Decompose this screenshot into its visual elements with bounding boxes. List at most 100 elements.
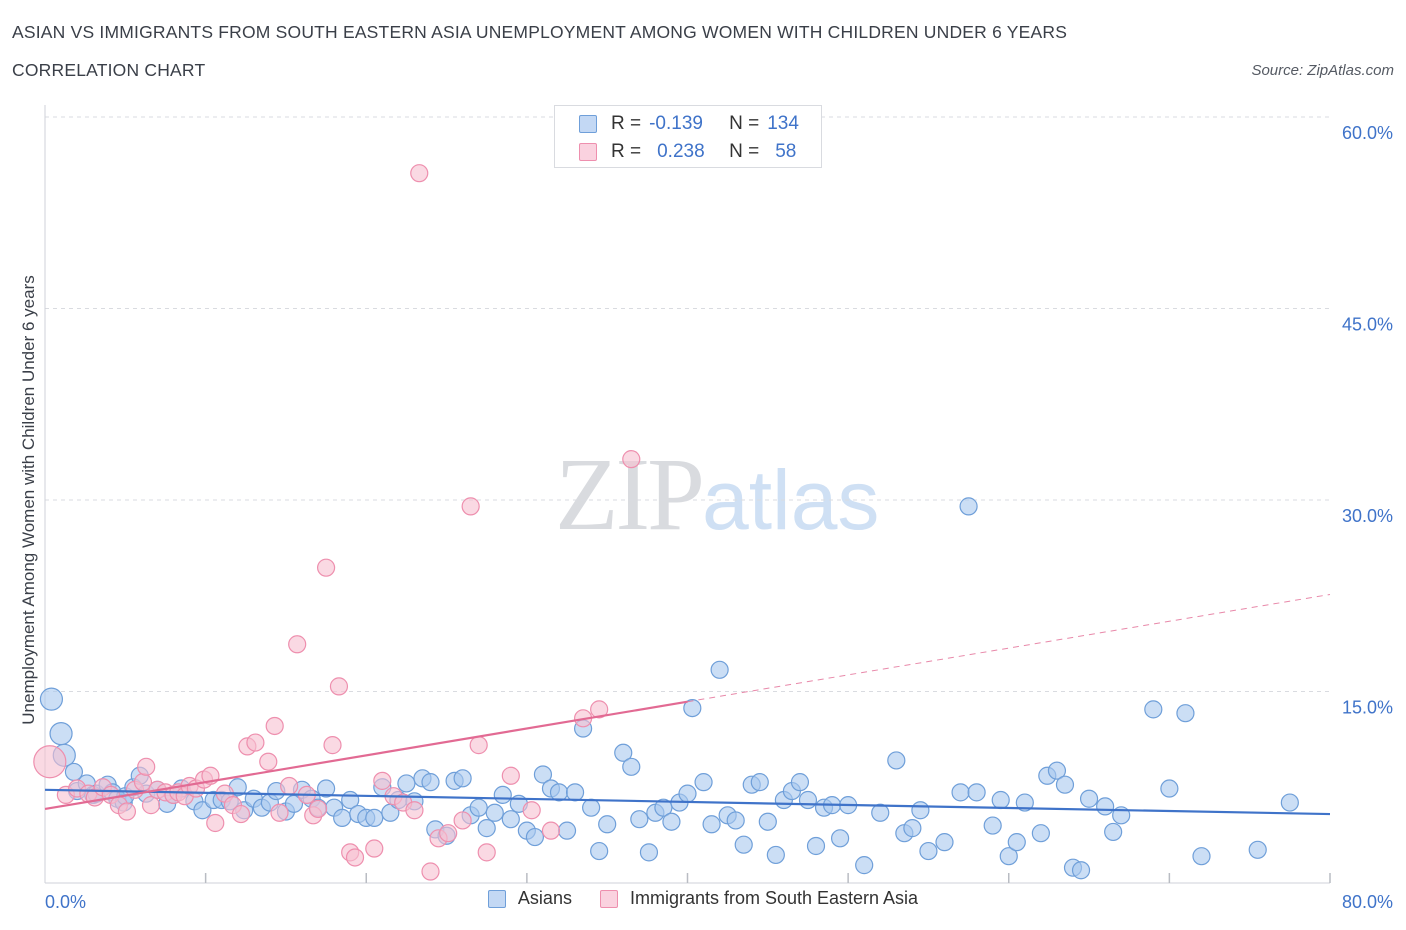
asian-point [1160,779,1179,798]
asian-point [39,687,64,711]
asian-point [991,790,1010,810]
asian-point [49,722,73,746]
legend-label-immigrants: Immigrants from South Eastern Asia [629,888,919,908]
y-tick-label: 30.0% [1342,506,1393,526]
immigrant-point [405,801,424,820]
immigrant-point [477,843,496,862]
immigrants-trend-line [44,700,688,811]
asian-point [750,773,769,792]
immigrant-point [410,164,429,183]
n-value: 134 [767,113,799,134]
asian-point [333,808,352,827]
asian-point [959,497,978,516]
asian-point [887,751,906,770]
asian-point [469,798,488,817]
legend-item-asians[interactable]: Asians [487,888,572,909]
legend-label-asians: Asians [517,888,572,908]
immigrant-point [231,804,251,824]
asian-point [1007,833,1026,852]
asian-point [1096,797,1115,816]
asian-point [967,783,986,802]
chart-source: Source: ZipAtlas.com [1251,62,1394,79]
asian-point [654,798,673,817]
asian-point [453,769,472,788]
asian-point [1104,822,1123,842]
trend-layer [44,593,1331,816]
chart-subtitle: CORRELATION CHART [12,60,206,80]
asian-point [871,803,890,822]
asian-point [557,821,577,840]
asian-point [683,698,702,718]
asian-point [951,783,970,802]
asian-point [421,773,440,792]
immigrant-point [469,736,488,755]
asian-point [983,816,1002,835]
asian-point [758,812,777,831]
asian-point [678,784,697,803]
asian-point [533,765,553,784]
immigrant-point [453,811,472,830]
immigrant-point [280,776,299,796]
legend-row-immigrants: R = 0.238 N = 58 [579,140,796,164]
asian-point [734,835,753,854]
immigrant-point [622,450,641,469]
r-value: 0.238 [657,141,705,162]
immigrant-point [308,799,328,819]
asian-point [999,847,1018,866]
asian-point [1280,793,1299,812]
legend-row-asians: R = -0.139 N = 134 [579,112,799,136]
asian-point [1144,700,1163,719]
asian-point [1015,793,1034,812]
immigrant-point [316,558,336,577]
asian-point [1055,775,1075,794]
immigrant-point [246,733,265,752]
immigrant-point [265,716,284,736]
immigrant-point [117,802,137,821]
asian-point [639,843,659,862]
asian-point [903,819,922,838]
y-tick-label: 60.0% [1342,123,1393,143]
asian-point [1071,861,1091,880]
asian-point [1248,840,1267,859]
r-value: -0.139 [649,113,703,134]
asian-point [790,773,810,792]
x-tick-label: 80.0% [1342,892,1393,912]
asian-point [590,841,609,861]
n-value: 58 [775,141,797,162]
asian-point [1031,824,1050,843]
immigrant-point [137,757,156,776]
immigrants-swatch [579,143,597,161]
asian-point [316,779,336,798]
correlation-legend: R = -0.139 N = 134 R = 0.238 N = 58 [554,105,822,168]
asian-point [598,815,617,834]
immigrant-point [365,839,384,858]
asian-point [935,833,954,852]
asian-point [806,836,826,856]
immigrant-point [329,677,349,696]
n-label: N = [729,113,760,134]
asian-point [493,785,512,805]
x-tick-label: 0.0% [45,892,86,912]
immigrant-point [501,766,520,785]
immigrant-point [461,497,480,516]
axis-layer [44,105,1331,884]
asian-point [662,812,681,831]
y-axis-title: Unemployment Among Women with Children U… [19,275,38,724]
asian-point [365,808,384,827]
asian-point [582,798,601,817]
asian-point [485,803,504,822]
grid-layer [45,116,1330,692]
asian-point [622,757,641,776]
asian-point [855,856,874,875]
immigrant-point [206,813,225,833]
asian-point [193,801,212,820]
asian-point [1192,847,1211,866]
r-label: R = [611,141,642,162]
r-label: R = [611,113,642,134]
asian-point [1176,704,1195,723]
asian-point [798,790,818,810]
asian-point [1047,761,1067,780]
asian-point [565,783,585,802]
legend-item-immigrants[interactable]: Immigrants from South Eastern Asia [599,888,919,909]
